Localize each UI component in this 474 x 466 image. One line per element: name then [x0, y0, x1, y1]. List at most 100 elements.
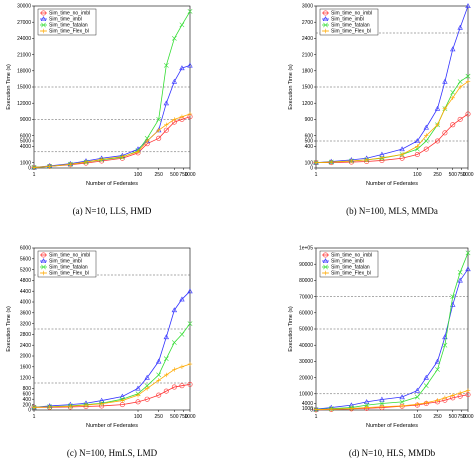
legend-marker: [40, 16, 47, 22]
data-point: [163, 356, 169, 362]
chart-panel-2: 0100400500600900120015001800210024002700…: [288, 3, 474, 216]
y-tick-label: 200: [23, 402, 32, 408]
y-tick-label: 3600: [20, 311, 31, 317]
data-point: [187, 288, 193, 294]
y-tick-label: 60000: [299, 311, 313, 317]
legend-marker: [40, 10, 46, 16]
legend-box: [37, 8, 97, 36]
y-tick-label: 2400: [302, 36, 313, 42]
figure-caption: (a) N=10, LLS, HMD: [73, 206, 152, 216]
data-point: [465, 250, 471, 256]
data-point: [399, 152, 405, 157]
legend-box: [319, 250, 379, 278]
y-tick-label: 70000: [299, 294, 313, 300]
y-tick-label: 4800: [20, 278, 31, 284]
chart-panel-1: 0100040005000600090001200015000180002100…: [6, 4, 196, 216]
legend-entry: Sim_time_Flex_bl: [49, 271, 89, 277]
data-point: [135, 149, 141, 154]
data-point: [156, 128, 161, 133]
data-point: [450, 46, 456, 52]
x-tick-label: 750: [457, 172, 466, 178]
data-point: [435, 122, 440, 127]
legend-entry: Sim_time_fatalan: [49, 23, 88, 29]
y-tick-label: 4400: [20, 289, 31, 295]
data-point: [171, 340, 177, 345]
y-tick-label: 2400: [20, 343, 31, 349]
data-point: [434, 358, 441, 364]
data-point: [450, 393, 455, 398]
data-point: [450, 95, 455, 100]
data-point: [434, 138, 440, 144]
data-point: [144, 396, 150, 402]
series-line-4: [315, 81, 469, 163]
series-line-1: [316, 113, 469, 164]
y-tick-label: 1500: [302, 85, 313, 91]
data-point: [179, 22, 185, 28]
data-point: [187, 111, 193, 117]
x-tick-label: 250: [155, 172, 164, 178]
data-point: [399, 394, 405, 400]
data-point: [457, 269, 463, 275]
y-tick-label: 27000: [17, 20, 31, 26]
data-point: [423, 374, 429, 380]
y-tick-label: 1e+05: [299, 246, 313, 252]
x-tick-label: 1: [33, 172, 36, 178]
data-point: [144, 386, 150, 391]
data-point: [457, 277, 463, 283]
data-point: [423, 138, 429, 144]
data-point: [435, 367, 440, 372]
data-point: [68, 404, 73, 409]
legend-entry: Sim_time_no_imbl: [331, 11, 372, 17]
legend-entry: Sim_time_fatalan: [331, 265, 370, 271]
data-point: [47, 404, 52, 410]
data-point: [179, 331, 185, 337]
data-point: [135, 385, 141, 391]
y-tick-label: 6000: [20, 246, 31, 252]
data-point: [379, 404, 385, 409]
y-tick-label: 1600: [20, 365, 31, 371]
y-axis-label: Execution Time (s): [6, 306, 12, 352]
data-point: [155, 358, 162, 364]
data-point: [187, 381, 193, 387]
data-point: [423, 146, 429, 152]
legend-marker: [41, 264, 46, 270]
data-point: [156, 116, 162, 122]
x-axis-label: Number of Federates: [366, 423, 418, 429]
legend-marker: [322, 258, 329, 264]
data-point: [364, 402, 370, 408]
y-tick-label: 30000: [299, 359, 313, 365]
x-axis-label: Number of Federates: [366, 181, 418, 187]
x-tick-label: 500: [170, 414, 179, 420]
data-point: [83, 159, 89, 165]
x-tick-label: 100: [413, 172, 422, 178]
y-tick-label: 5000: [20, 139, 31, 145]
legend-marker: [323, 22, 328, 28]
data-point: [163, 62, 169, 68]
data-point: [442, 342, 448, 348]
data-point: [423, 383, 429, 389]
data-point: [163, 127, 169, 133]
legend-entry: Sim_time_Flex_bl: [49, 29, 89, 35]
legend-entry: Sim_time_Flex_bl: [331, 29, 371, 35]
y-tick-label: 800: [23, 386, 32, 392]
x-tick-label: 1000: [462, 172, 473, 178]
legend-entry: Sim_time_fatalan: [331, 23, 370, 29]
data-point: [434, 105, 441, 111]
x-tick-label: 1000: [184, 172, 195, 178]
data-point: [187, 321, 193, 327]
legend-entry: Sim_time_imbl: [49, 259, 82, 265]
series-line-2: [33, 65, 191, 168]
y-tick-label: 900: [305, 117, 314, 123]
x-tick-label: 250: [433, 172, 442, 178]
x-tick-label: 500: [449, 414, 458, 420]
y-tick-label: 2800: [20, 332, 31, 338]
legend-entry: Sim_time_no_imbl: [331, 253, 372, 259]
y-axis-label: Execution Time (s): [288, 64, 294, 110]
data-point: [442, 78, 448, 84]
y-tick-label: 1800: [302, 69, 313, 75]
y-tick-label: 1200: [20, 375, 31, 381]
data-point: [156, 378, 161, 383]
data-point: [450, 294, 456, 300]
data-point: [379, 396, 385, 402]
chart-panel-4: 0100040001000020000300004000050000600007…: [288, 246, 474, 458]
